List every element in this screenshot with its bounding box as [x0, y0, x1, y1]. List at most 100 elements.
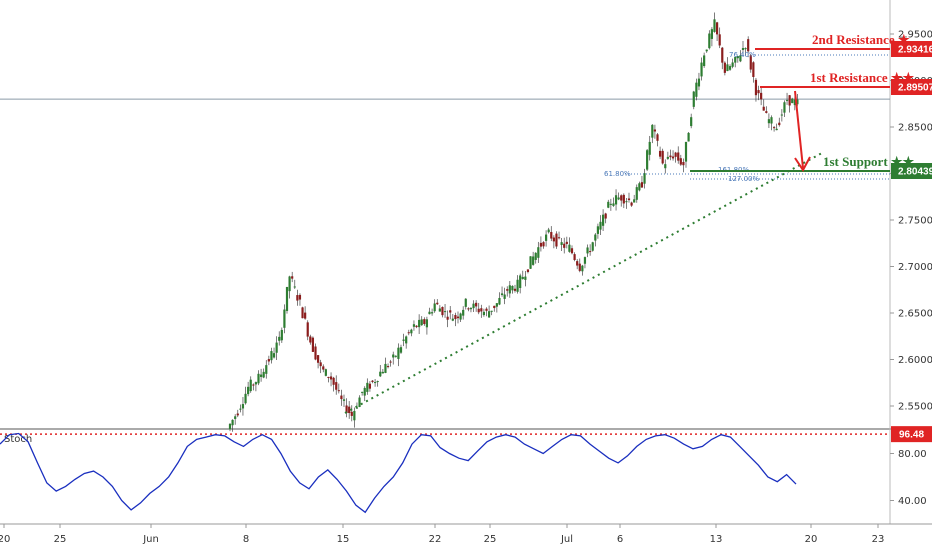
- candle-body: [544, 234, 548, 241]
- time-tick-label: 20: [805, 534, 818, 545]
- candle-body: [791, 98, 794, 104]
- candle-body: [581, 265, 584, 272]
- candle-body: [348, 406, 351, 414]
- candle-body: [622, 194, 625, 204]
- fib-label: 76.40%: [729, 51, 756, 59]
- candle-body: [288, 276, 291, 292]
- candle-body: [469, 307, 473, 310]
- candle-body: [604, 213, 607, 219]
- candle-body: [475, 302, 478, 307]
- candle-body: [511, 285, 514, 291]
- candle-body: [783, 102, 786, 113]
- candle-body: [555, 233, 558, 247]
- time-tick-label: Jun: [142, 534, 159, 545]
- candle-body: [620, 195, 623, 201]
- candle-body: [757, 90, 760, 94]
- price-tick-label: 2.95000: [898, 30, 932, 41]
- price-badge-label: 2.89507: [898, 83, 932, 94]
- candle-body: [464, 298, 467, 307]
- candle-body: [552, 237, 555, 242]
- candle-body: [778, 122, 781, 126]
- candle-body: [477, 308, 480, 313]
- fib-label: 127.00%: [728, 175, 759, 183]
- candle-body: [436, 302, 439, 305]
- candle-body: [690, 117, 693, 127]
- candle-body: [329, 376, 333, 380]
- main-pane: [0, 0, 890, 428]
- candle-body: [744, 48, 747, 50]
- candle-body: [482, 311, 486, 316]
- candle-body: [301, 307, 304, 319]
- candle-body: [472, 303, 475, 309]
- candle-body: [278, 336, 281, 341]
- candle-body: [410, 329, 413, 334]
- candle-body: [594, 234, 597, 241]
- candle-body: [703, 55, 706, 67]
- candle-body: [254, 382, 258, 385]
- candle-body: [643, 173, 646, 184]
- candle-body: [710, 29, 714, 39]
- candle-body: [234, 416, 237, 419]
- price-tick-label: 2.85000: [898, 123, 932, 134]
- candle-body: [708, 33, 711, 49]
- candle-body: [231, 419, 234, 426]
- target-arrow-head: [794, 156, 811, 172]
- candle-body: [236, 413, 239, 416]
- candle-body: [718, 34, 721, 46]
- candle-body: [412, 324, 416, 327]
- price-tick-label: 2.75000: [898, 216, 932, 227]
- time-tick-label: 13: [710, 534, 723, 545]
- candle-body: [506, 289, 509, 291]
- price-badge: [891, 79, 932, 95]
- candle-body: [327, 376, 330, 378]
- time-tick-label: 6: [617, 534, 623, 545]
- candle-body: [249, 379, 252, 392]
- candle-body: [376, 381, 379, 383]
- candle-body: [534, 252, 537, 260]
- candle-body: [726, 64, 729, 72]
- candle-body: [407, 332, 410, 334]
- time-tick-label: 25: [484, 534, 497, 545]
- candle-body: [658, 150, 662, 157]
- candle-body: [700, 62, 703, 77]
- candle-body: [596, 226, 600, 234]
- candle-body: [394, 355, 397, 357]
- candle-body: [563, 243, 566, 248]
- level-annotation: 1st Resistance ★★: [810, 70, 915, 85]
- candle-body: [731, 62, 734, 67]
- candle-body: [793, 99, 796, 106]
- candle-body: [304, 312, 307, 319]
- candle-body: [568, 244, 571, 252]
- time-tick-label: 8: [243, 534, 249, 545]
- candle-body: [607, 201, 610, 208]
- candle-body: [459, 313, 462, 320]
- candle-body: [311, 337, 315, 352]
- candle-body: [617, 197, 620, 200]
- candle-body: [438, 308, 441, 312]
- time-tick-label: 23: [872, 534, 885, 545]
- candle-body: [747, 39, 750, 52]
- candle-body: [244, 393, 247, 404]
- candle-body: [239, 408, 242, 410]
- candle-body: [557, 237, 561, 239]
- price-tick-label: 2.60000: [898, 355, 932, 366]
- candle-body: [296, 295, 299, 301]
- candle-body: [550, 232, 553, 239]
- candle-body: [741, 48, 745, 50]
- candle-body: [635, 187, 638, 200]
- candle-body: [687, 132, 690, 142]
- candle-body: [379, 371, 382, 377]
- candle-body: [257, 373, 260, 384]
- price-tick-label: 2.65000: [898, 309, 932, 320]
- candle-body: [640, 182, 644, 188]
- candle-body: [228, 423, 232, 430]
- candle-body: [754, 79, 758, 96]
- candle-body: [677, 152, 680, 161]
- candle-body: [669, 155, 672, 158]
- candle-body: [646, 150, 649, 170]
- candle-body: [633, 199, 636, 203]
- candle-body: [342, 399, 346, 401]
- stoch-tick-label: 80.00: [898, 449, 927, 460]
